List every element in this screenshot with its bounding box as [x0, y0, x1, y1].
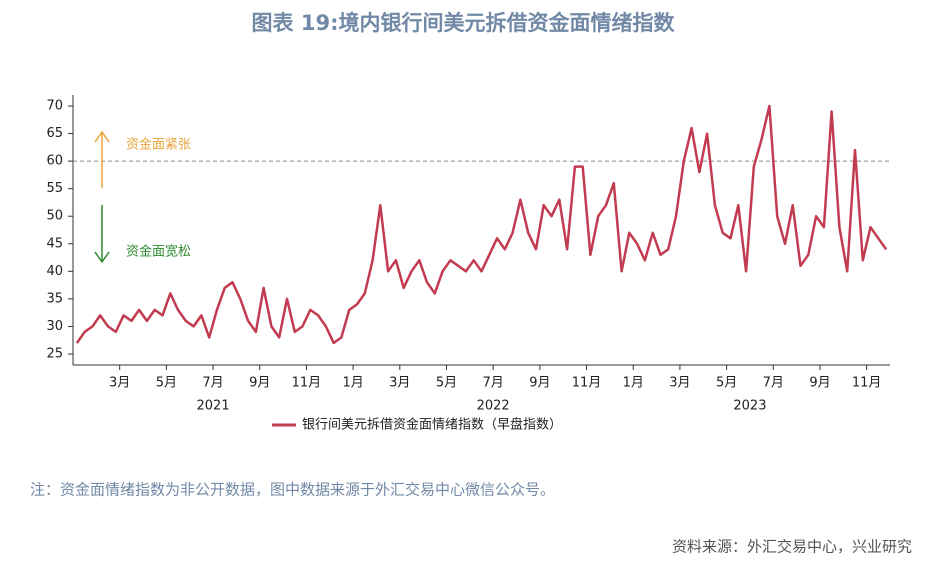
x-tick-label: 11月: [292, 376, 322, 391]
year-label: 2021: [197, 399, 230, 414]
y-tick-label: 40: [46, 264, 63, 279]
x-tick-label: 3月: [389, 376, 410, 391]
y-tick-label: 70: [46, 99, 63, 114]
year-label: 2022: [477, 399, 510, 414]
series-line: [75, 104, 888, 345]
annotation-arrowhead: [94, 130, 110, 143]
y-tick-label: 45: [46, 236, 63, 251]
y-tick-label: 35: [46, 291, 63, 306]
annotation: 资金面紧张: [126, 137, 191, 153]
annotation-arrowhead: [94, 251, 110, 264]
x-tick-label: 3月: [109, 376, 130, 391]
year-label: 2023: [733, 399, 766, 414]
x-tick-label: 7月: [763, 376, 784, 391]
x-tick-label: 5月: [436, 376, 457, 391]
y-tick-label: 60: [46, 154, 63, 169]
legend-label: 银行间美元拆借资金面情绪指数（早盘指数）: [302, 417, 562, 433]
y-tick-label: 30: [46, 319, 63, 334]
x-tick-label: 7月: [202, 376, 223, 391]
x-tick-label: 5月: [156, 376, 177, 391]
y-tick-label: 50: [46, 209, 63, 224]
x-tick-label: 11月: [852, 376, 882, 391]
y-tick-label: 55: [46, 181, 63, 196]
y-tick-label: 65: [46, 126, 63, 141]
x-tick-label: 9月: [529, 376, 550, 391]
x-tick-label: 5月: [716, 376, 737, 391]
source: 资料来源：外汇交易中心，兴业研究: [672, 538, 912, 556]
x-tick-label: 7月: [483, 376, 504, 391]
x-tick-label: 11月: [572, 376, 602, 391]
y-tick-label: 25: [46, 346, 63, 361]
x-tick-label: 1月: [623, 376, 644, 391]
note: 注：资金面情绪指数为非公开数据，图中数据来源于外汇交易中心微信公众号。: [30, 481, 555, 499]
x-tick-label: 1月: [342, 376, 363, 391]
x-tick-label: 9月: [249, 376, 270, 391]
x-tick-label: 3月: [669, 376, 690, 391]
x-tick-label: 9月: [809, 376, 830, 391]
chart-title: 图表 19:境内银行间美元拆借资金面情绪指数: [252, 11, 676, 35]
annotation: 资金面宽松: [126, 244, 191, 260]
